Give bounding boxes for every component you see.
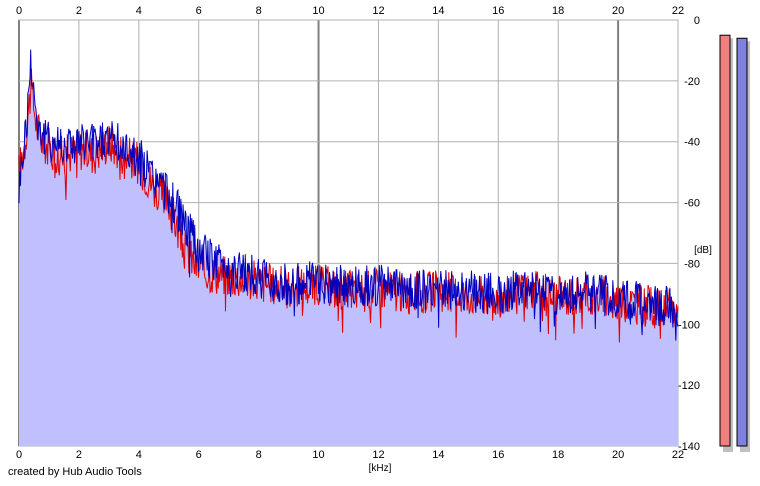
x-tick-label-bottom: 6	[196, 449, 202, 461]
x-tick-label-bottom: 8	[256, 449, 262, 461]
y-axis-label: [dB]	[694, 245, 712, 256]
y-tick-label: 0	[694, 15, 700, 27]
x-tick-label-bottom: 22	[672, 449, 684, 461]
x-tick-labels-bottom: 0 2 4 6 8 10 12 14 16 18 20 22	[16, 449, 684, 461]
spectrum-area	[19, 49, 678, 446]
y-tick-label: -80	[684, 258, 700, 270]
x-tick-label-top: 4	[136, 5, 142, 17]
y-tick-label: -120	[678, 380, 700, 392]
x-tick-label-bottom: 16	[492, 449, 504, 461]
y-tick-label: -40	[684, 137, 700, 149]
y-tick-label: -20	[684, 76, 700, 88]
credit-text: created by Hub Audio Tools	[8, 466, 142, 478]
x-tick-label-top: 8	[256, 5, 262, 17]
x-tick-label-bottom: 0	[16, 449, 22, 461]
y-tick-label: -60	[684, 198, 700, 210]
y-tick-label: -140	[678, 441, 700, 453]
y-tick-labels: 0 -20 -40 -60 -80 -100 -120 -140	[678, 15, 700, 453]
x-axis-label: [kHz]	[369, 463, 392, 474]
spectrum-fill	[19, 49, 678, 446]
x-tick-label-top: 12	[372, 5, 384, 17]
x-tick-label-bottom: 10	[312, 449, 324, 461]
level-meter-2	[736, 37, 748, 447]
x-tick-label-top: 2	[76, 5, 82, 17]
y-tick-label: -100	[678, 319, 700, 331]
x-tick-label-top: 18	[552, 5, 564, 17]
x-tick-label-top: 14	[432, 5, 444, 17]
x-tick-label-top: 16	[492, 5, 504, 17]
series-line-2	[18, 49, 679, 341]
level-meters	[719, 34, 750, 452]
x-tick-label-bottom: 2	[76, 449, 82, 461]
x-tick-label-bottom: 20	[612, 449, 624, 461]
x-tick-label-top: 10	[312, 5, 324, 17]
x-tick-label-top: 6	[196, 5, 202, 17]
x-tick-label-top: 0	[16, 5, 22, 17]
x-tick-labels-top: 0 2 4 6 8 10 12 14 16 18 20 22	[16, 5, 684, 17]
x-tick-label-bottom: 4	[136, 449, 142, 461]
x-tick-label-bottom: 18	[552, 449, 564, 461]
x-tick-label-top: 22	[672, 5, 684, 17]
x-tick-label-top: 20	[612, 5, 624, 17]
spectrum-lines	[18, 49, 679, 343]
x-tick-label-bottom: 14	[432, 449, 444, 461]
x-tick-label-bottom: 12	[372, 449, 384, 461]
level-meter-1	[719, 34, 731, 447]
